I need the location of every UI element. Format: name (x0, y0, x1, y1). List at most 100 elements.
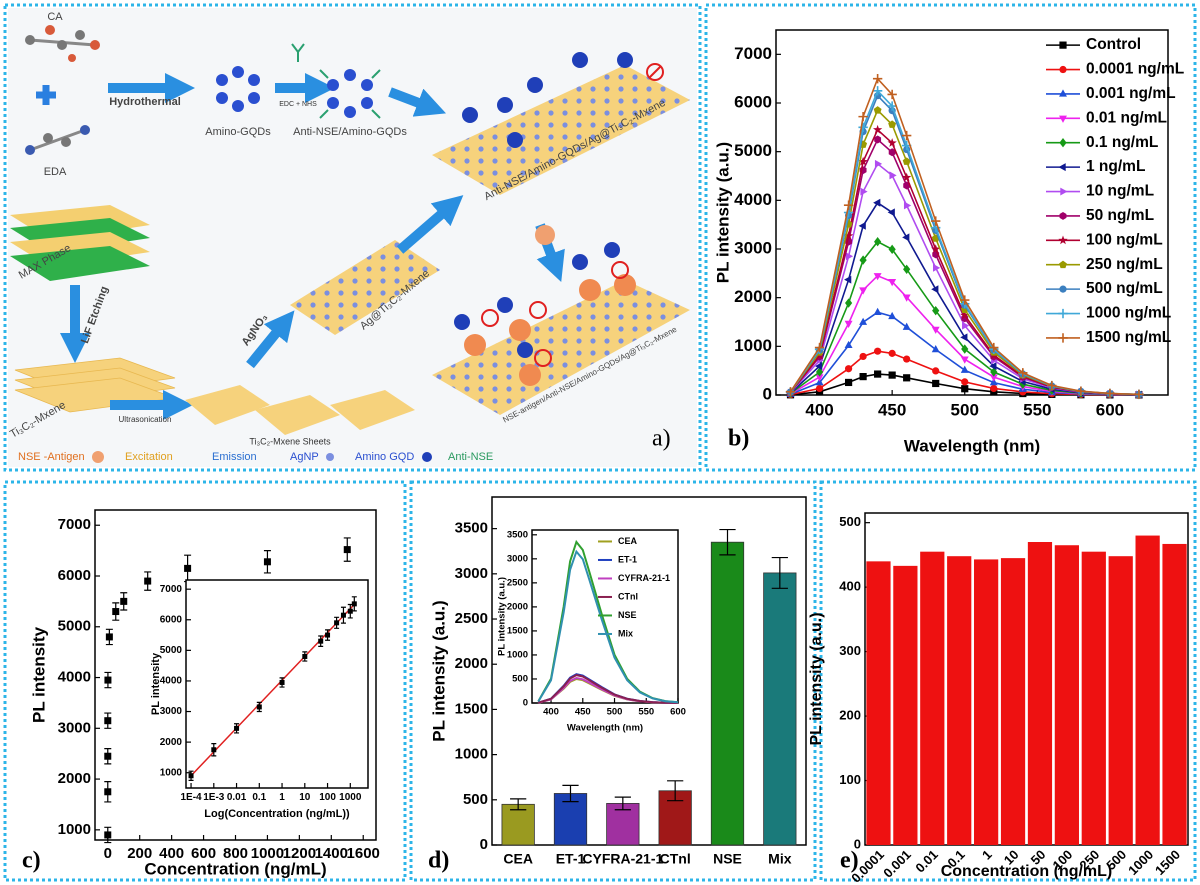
point-marker (815, 367, 824, 377)
bar (606, 803, 640, 846)
y-tick-label: 4000 (58, 669, 91, 686)
bar (1027, 542, 1053, 845)
point-marker (888, 311, 897, 320)
scatter-point (351, 601, 357, 607)
x-axis-label: Log(Concentration (ng/mL)) (204, 808, 350, 820)
error-bar (510, 798, 527, 811)
point-marker (931, 216, 941, 226)
point-marker (873, 124, 883, 134)
y-tick-label: 3000 (507, 553, 528, 564)
point-marker (960, 295, 970, 305)
point-marker (858, 111, 868, 122)
point-marker (859, 317, 868, 325)
plot-frame (775, 29, 1169, 396)
panel-label: d) (428, 848, 449, 874)
scatter-point (144, 577, 152, 585)
antibody-icon (291, 43, 305, 62)
point-marker (859, 255, 867, 265)
max-phase (10, 205, 150, 281)
point-marker (872, 86, 883, 96)
point-marker (859, 287, 868, 295)
point-marker (874, 135, 882, 144)
x-axis-label: Concentration (ng/mL) (144, 859, 326, 878)
point-marker (874, 347, 882, 355)
point-marker (961, 344, 969, 354)
point-marker (845, 252, 854, 261)
x-tick-label: 100 (319, 792, 336, 803)
legend-label: 10 ng/mL (1086, 183, 1154, 200)
point-marker (874, 159, 883, 168)
point-marker (887, 138, 897, 147)
point-marker (931, 344, 940, 353)
y-tick-label: 400 (839, 579, 861, 594)
legend-icon (326, 453, 334, 461)
point-marker (902, 322, 911, 330)
y-tick-label: 4000 (160, 676, 183, 687)
y-tick-label: 3000 (58, 719, 91, 736)
point-marker (888, 371, 896, 379)
molecule-eda (25, 125, 90, 155)
scatter-point (104, 676, 112, 684)
panel-label: a) (652, 426, 671, 452)
x-tick-label: 600 (1096, 401, 1124, 420)
bar (1054, 545, 1079, 845)
point-marker (888, 148, 896, 157)
bar (1000, 558, 1026, 845)
sensor-sheet (432, 52, 690, 195)
diagram-label: EDA (44, 166, 67, 178)
x-tick-label: 400 (543, 707, 559, 718)
point-marker (960, 365, 969, 373)
y-tick-label: 500 (512, 673, 528, 684)
scatter-point (334, 620, 340, 626)
y-tick-label: 5000 (160, 645, 183, 656)
point-marker (903, 264, 911, 274)
y-axis-label: PL intensity (a.u.) (429, 600, 448, 741)
y-tick-label: 3500 (455, 520, 488, 537)
error-bar (771, 556, 788, 589)
point-marker (960, 356, 969, 364)
point-marker (1018, 368, 1028, 378)
point-marker (814, 342, 825, 353)
point-marker (989, 342, 999, 353)
legend-label: 1000 ng/mL (1086, 305, 1171, 322)
scatter-point (263, 558, 271, 566)
point-marker (874, 370, 882, 378)
legend-label: 0.0001 ng/mL (1086, 61, 1184, 78)
legend-label: CTnl (618, 591, 638, 601)
y-axis-label: PL intensity (a.u.) (713, 142, 732, 283)
scatter-point (104, 788, 112, 796)
x-tick-label: 400 (159, 845, 184, 862)
y-axis-label: PL intensity (a.u.) (497, 577, 508, 656)
point-marker (902, 172, 912, 182)
y-axis-label: PL intensity (29, 626, 48, 723)
point-marker (887, 101, 897, 111)
point-marker (888, 244, 896, 255)
x-tick-label: 1000 (251, 845, 284, 862)
point-marker (990, 367, 998, 377)
scatter-point (105, 633, 113, 641)
scatter-point (112, 608, 120, 616)
y-tick-label: 200 (839, 708, 861, 723)
legend-label: CYFRA-21-1 (618, 573, 670, 583)
ti3c2-stack (14, 357, 176, 413)
legend-label: 0.01 ng/mL (1086, 109, 1167, 126)
scatter-point (256, 704, 262, 710)
x-tick-label: 1400 (315, 845, 348, 862)
point-marker (844, 365, 853, 373)
x-tick-label: 0.01 (912, 847, 941, 876)
point-marker (872, 73, 883, 84)
point-marker (873, 307, 882, 315)
y-tick-label: 3500 (507, 529, 528, 540)
y-tick-label: 300 (839, 643, 861, 658)
legend-marker (1058, 235, 1068, 245)
x-tick-label: 400 (805, 401, 833, 420)
point-marker (889, 171, 897, 180)
panel-frame (819, 480, 1197, 882)
point-marker (901, 130, 912, 141)
legend-marker (1058, 308, 1068, 319)
bar (1162, 543, 1187, 845)
point-marker (903, 355, 911, 363)
scatter-point (120, 597, 128, 605)
x-tick-label: NSE (713, 851, 742, 867)
